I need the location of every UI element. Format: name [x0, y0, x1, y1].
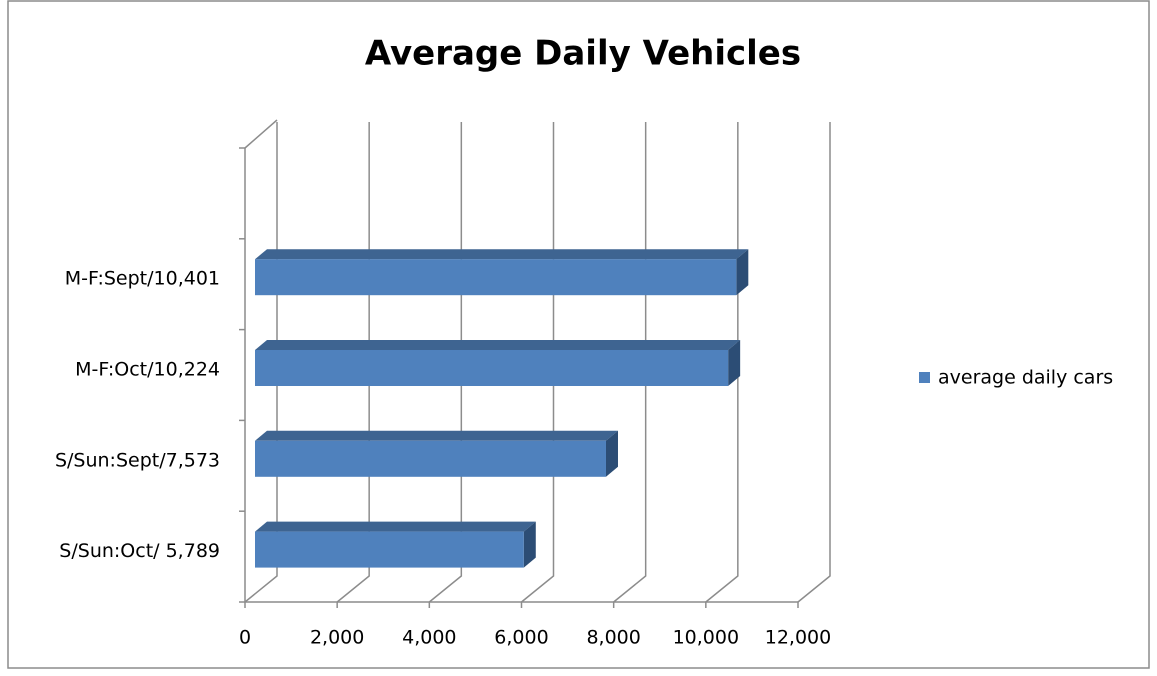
x-tick-label: 4,000 — [402, 627, 456, 649]
bar-top — [255, 249, 749, 260]
legend-label: average daily cars — [938, 367, 1113, 389]
x-tick-label: 10,000 — [673, 627, 739, 649]
x-tick-label: 6,000 — [494, 627, 548, 649]
bar — [255, 350, 729, 386]
y-tick-label: S/Sun:Sept/7,573 — [55, 449, 220, 471]
x-tick-label: 12,000 — [765, 627, 831, 649]
chart-title: Average Daily Vehicles — [365, 34, 801, 74]
legend-swatch — [919, 372, 930, 383]
bar-side — [605, 430, 618, 477]
x-tick-label: 2,000 — [310, 627, 364, 649]
y-tick-label: M-F:Oct/10,224 — [75, 359, 220, 381]
grid-line — [797, 122, 831, 603]
y-tick-label: M-F:Sept/10,401 — [65, 268, 220, 290]
bar-side — [523, 521, 536, 568]
bar — [255, 440, 606, 477]
bar-side — [736, 249, 749, 296]
y-tick-label: S/Sun:Oct/ 5,789 — [59, 540, 220, 562]
bar-top — [255, 521, 536, 532]
x-tick-label: 0 — [239, 627, 251, 649]
bar-top — [255, 340, 741, 350]
left-wall-edge — [244, 119, 278, 149]
chart-border — [7, 0, 1150, 669]
x-tick-label: 8,000 — [586, 627, 640, 649]
bar — [255, 531, 524, 568]
bar-side — [728, 340, 741, 386]
bar — [255, 259, 737, 296]
bar-top — [255, 430, 618, 441]
